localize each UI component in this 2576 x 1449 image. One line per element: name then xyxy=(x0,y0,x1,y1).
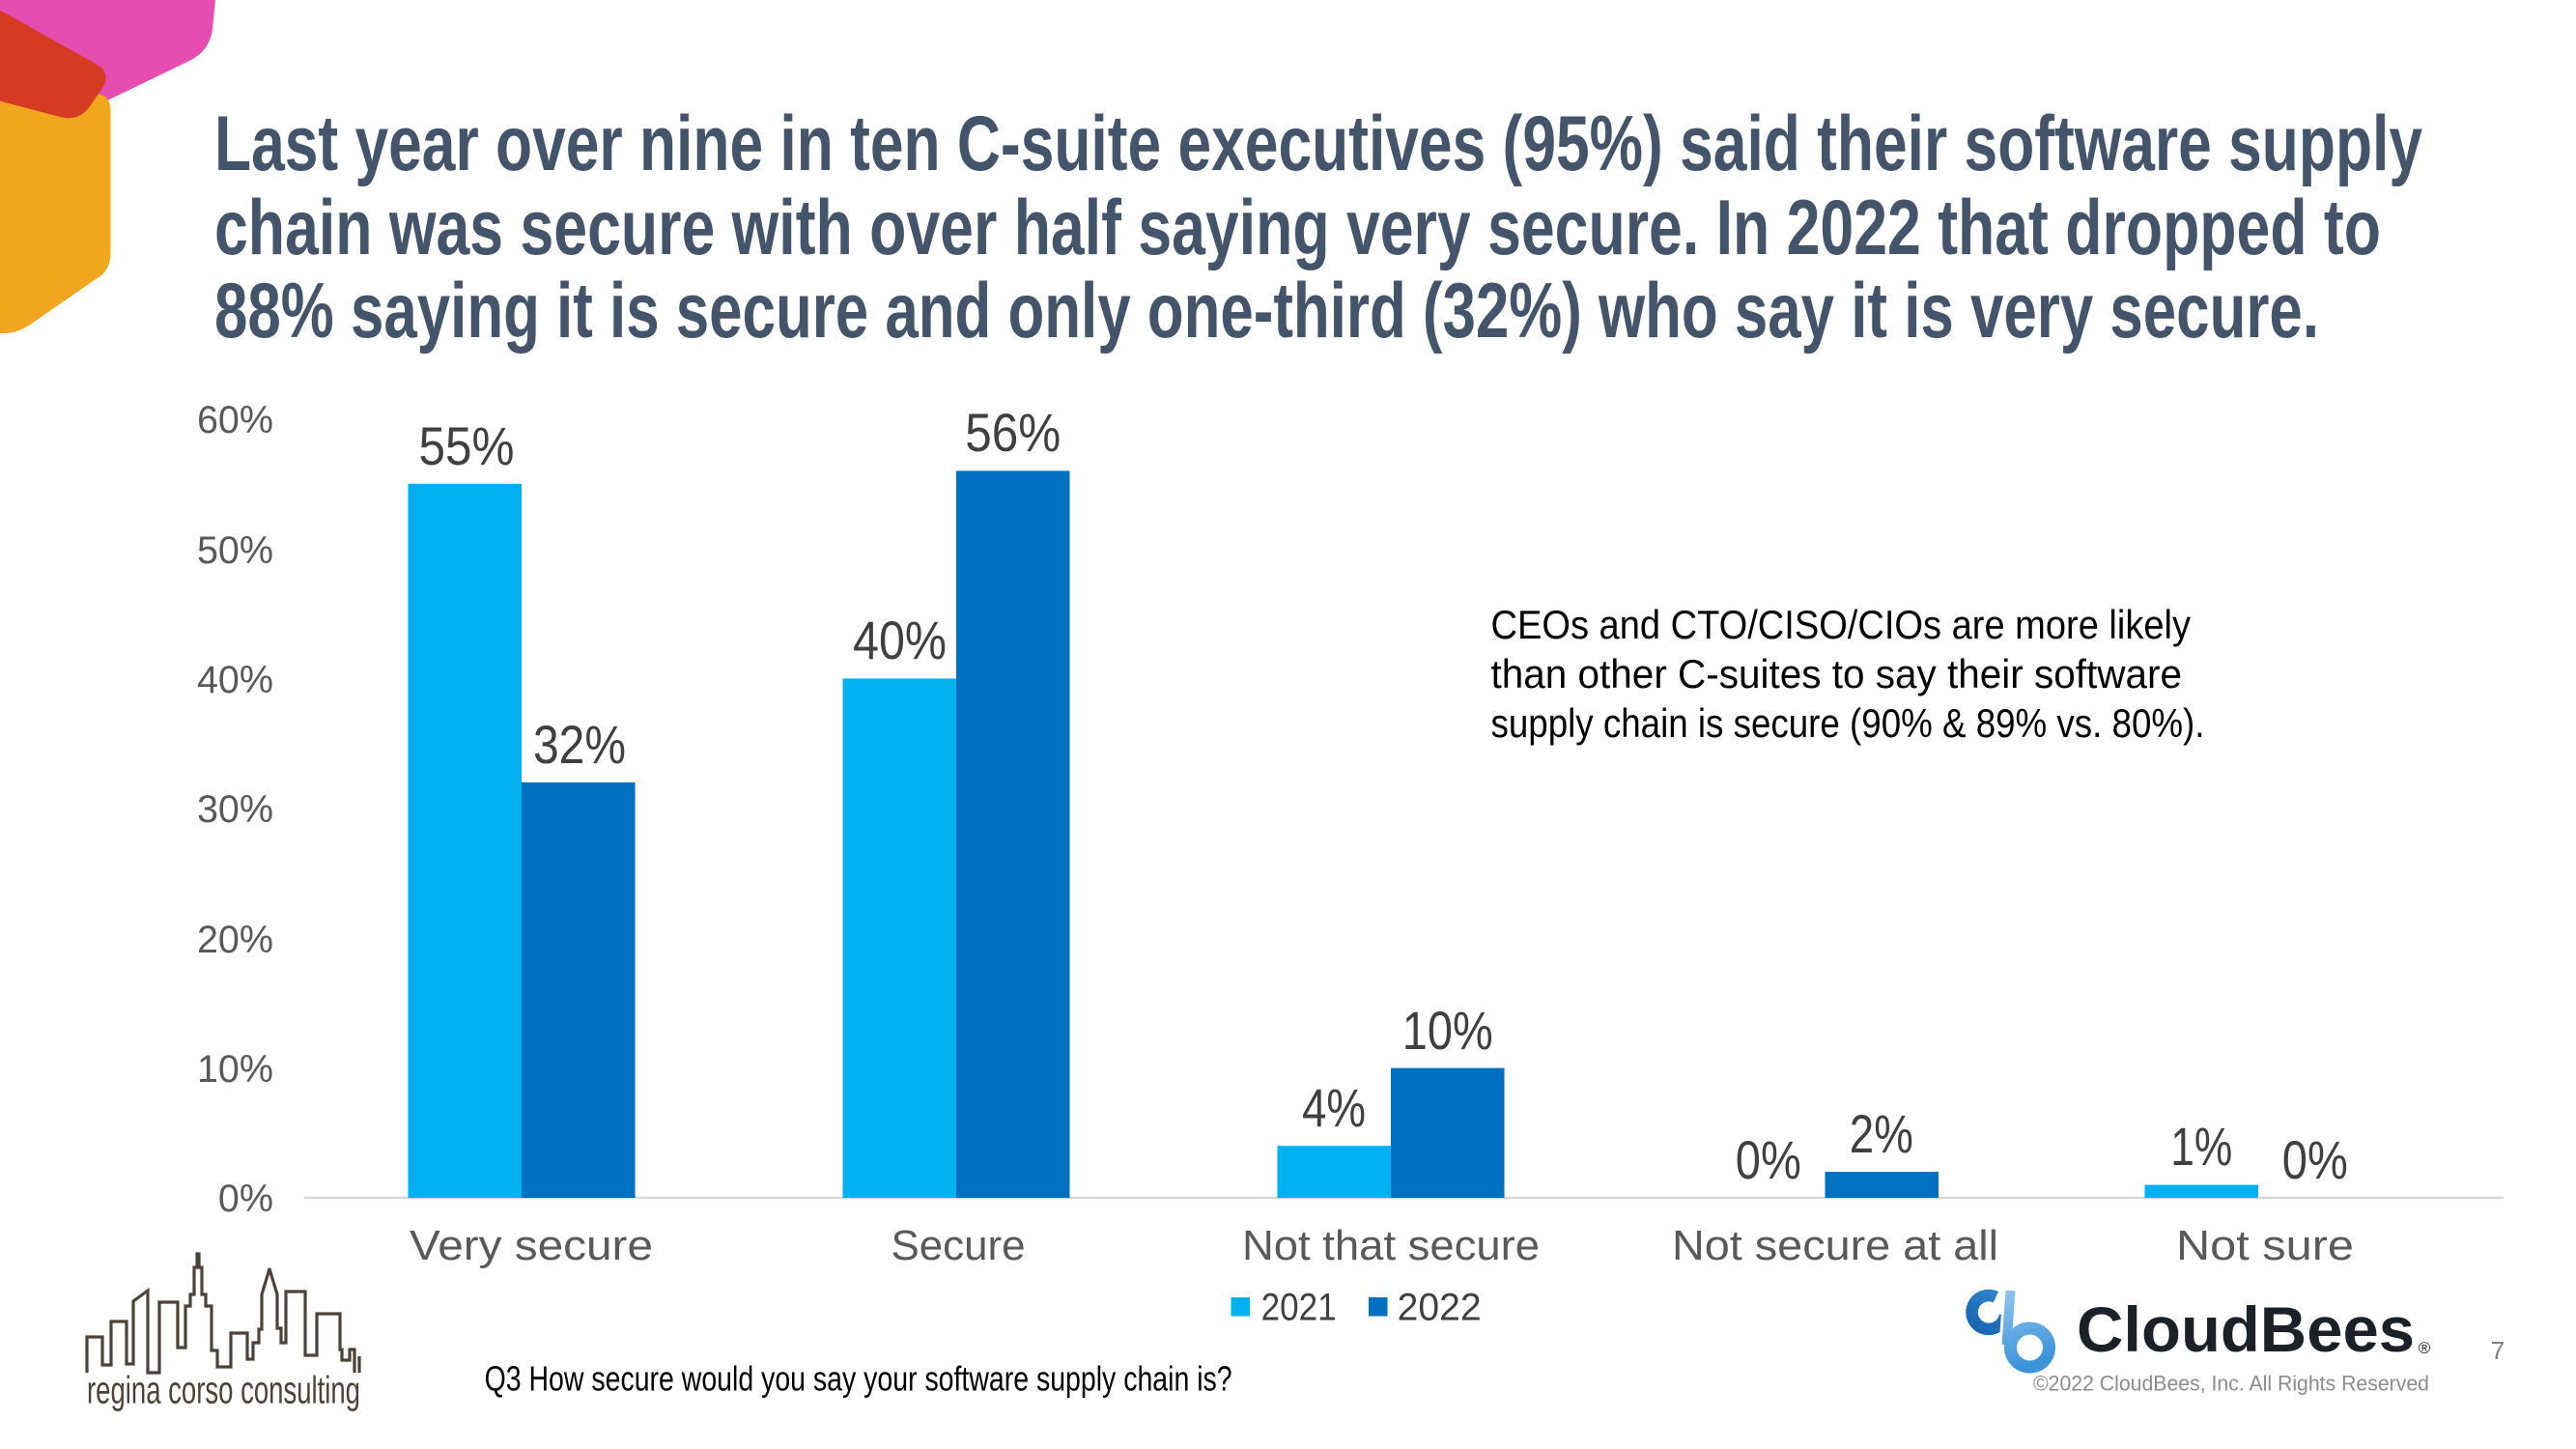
svg-text:7: 7 xyxy=(2491,1336,2505,1365)
svg-text:Q3 How secure would you say yo: Q3 How secure would you say your softwar… xyxy=(485,1359,1232,1399)
svg-text:®: ® xyxy=(2419,1339,2431,1357)
svg-text:©2022 CloudBees, Inc. All Righ: ©2022 CloudBees, Inc. All Rights Reserve… xyxy=(2033,1372,2429,1396)
svg-text:20%: 20% xyxy=(197,919,273,961)
svg-text:2021: 2021 xyxy=(1261,1287,1337,1329)
svg-text:supply chain is secure (90% &: supply chain is secure (90% & 89% vs. 80… xyxy=(1491,700,2205,746)
svg-text:0%: 0% xyxy=(1736,1129,1801,1190)
svg-text:0%: 0% xyxy=(218,1178,273,1220)
svg-text:chain was secure with over hal: chain was secure with over half saying v… xyxy=(214,185,2381,271)
svg-text:30%: 30% xyxy=(197,788,273,831)
svg-text:Not sure: Not sure xyxy=(2176,1222,2354,1269)
svg-text:Last year over nine in ten C-s: Last year over nine in ten C-suite execu… xyxy=(214,100,2422,187)
svg-text:88% saying it is secure and on: 88% saying it is secure and only one-thi… xyxy=(214,268,2319,355)
svg-text:2022: 2022 xyxy=(1398,1287,1482,1329)
svg-text:32%: 32% xyxy=(533,714,626,775)
svg-text:Not that secure: Not that secure xyxy=(1242,1222,1540,1269)
svg-text:Not secure at all: Not secure at all xyxy=(1672,1222,1998,1269)
svg-text:CloudBees: CloudBees xyxy=(2077,1293,2415,1365)
svg-text:2%: 2% xyxy=(1850,1103,1913,1164)
svg-text:50%: 50% xyxy=(197,529,273,572)
svg-text:0%: 0% xyxy=(2282,1129,2348,1190)
svg-text:Very secure: Very secure xyxy=(410,1222,653,1269)
svg-text:Secure: Secure xyxy=(892,1222,1026,1269)
svg-text:55%: 55% xyxy=(419,415,515,476)
svg-text:60%: 60% xyxy=(197,399,273,441)
svg-text:56%: 56% xyxy=(965,402,1061,463)
svg-text:10%: 10% xyxy=(197,1048,273,1091)
svg-text:than other C-suites to say the: than other C-suites to say their softwar… xyxy=(1491,651,2183,696)
svg-text:1%: 1% xyxy=(2170,1116,2232,1177)
svg-text:40%: 40% xyxy=(197,659,273,701)
svg-text:CEOs and CTO/CISO/CIOs are mor: CEOs and CTO/CISO/CIOs are more likely xyxy=(1491,602,2192,647)
svg-text:10%: 10% xyxy=(1402,1000,1493,1061)
svg-text:regina corso consulting: regina corso consulting xyxy=(87,1370,360,1412)
svg-text:4%: 4% xyxy=(1302,1077,1366,1138)
svg-text:40%: 40% xyxy=(853,610,947,670)
